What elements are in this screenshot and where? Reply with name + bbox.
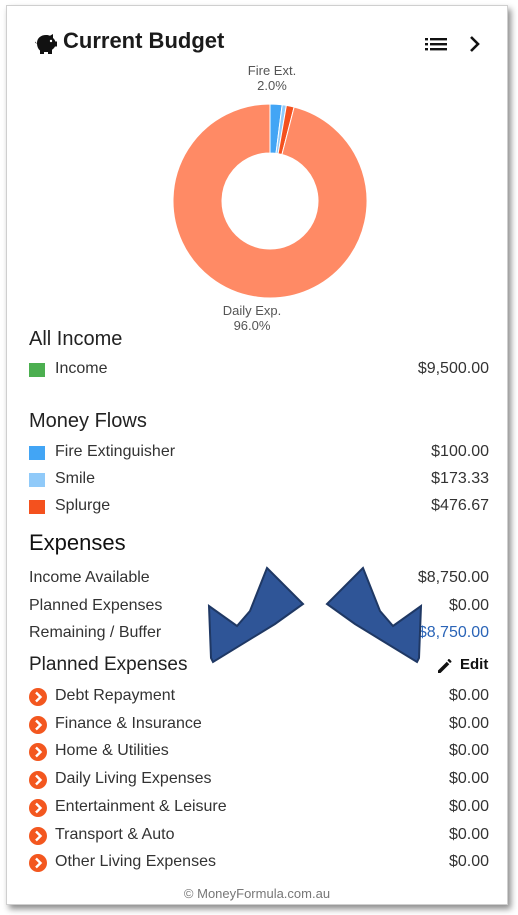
chevron-right-circle-icon[interactable]: [29, 771, 47, 790]
flow-name: Fire Extinguisher: [55, 443, 176, 460]
planned-expense-row[interactable]: Other Living Expenses $0.00: [29, 852, 489, 876]
planned-expense-value: $0.00: [448, 853, 489, 871]
piggy-bank-icon: [33, 32, 59, 56]
list-icon[interactable]: [425, 34, 449, 54]
expense-name: Planned Expenses: [29, 597, 163, 614]
planned-expense-row[interactable]: Entertainment & Leisure $0.00: [29, 797, 489, 821]
expense-name: Income Available: [29, 569, 150, 586]
flow-value: $476.67: [431, 497, 489, 514]
planned-expense-name: Transport & Auto: [55, 825, 175, 843]
planned-expense-row[interactable]: Transport & Auto $0.00: [29, 825, 489, 849]
planned-expense-name: Other Living Expenses: [55, 853, 216, 871]
expense-row-income-available: Income Available $8,750.00: [29, 568, 489, 592]
expense-value[interactable]: $8,750.00: [417, 624, 489, 641]
donut-slice-daily-exp: [172, 103, 368, 299]
pencil-icon: [438, 659, 452, 673]
expense-row-planned-expenses: Planned Expenses $0.00: [29, 596, 489, 620]
chevron-right-circle-icon[interactable]: [29, 743, 47, 762]
chart-label-fire-ext-pct: 2.0%: [257, 78, 287, 93]
flow-row-fire-extinguisher: Fire Extinguisher $100.00: [29, 442, 489, 466]
chart-label-daily-exp-name: Daily Exp.: [222, 303, 282, 318]
budget-card: Current Budget Fire Ext. 2.0% Daily Exp.…: [6, 5, 508, 905]
flow-value: $100.00: [431, 443, 489, 460]
flow-swatch: [29, 446, 45, 460]
flow-row-splurge: Splurge $476.67: [29, 496, 489, 520]
arrow-pointer-right: [325, 566, 423, 664]
chevron-right-circle-icon[interactable]: [29, 715, 47, 734]
footer-copyright: © MoneyFormula.com.au: [183, 886, 331, 901]
flow-swatch: [29, 500, 45, 514]
planned-expense-value: $0.00: [448, 797, 489, 815]
income-value: $9,500.00: [417, 360, 489, 377]
edit-label: Edit: [460, 656, 489, 673]
planned-expense-value: $0.00: [448, 825, 489, 843]
planned-expense-name: Finance & Insurance: [55, 714, 202, 732]
expense-value: $0.00: [448, 597, 489, 614]
page-title: Current Budget: [63, 28, 225, 53]
planned-expense-name: Home & Utilities: [55, 742, 169, 760]
planned-expense-row[interactable]: Daily Living Expenses $0.00: [29, 769, 489, 793]
planned-expense-value: $0.00: [448, 714, 489, 732]
card-header: Current Budget: [7, 6, 507, 76]
expense-name: Remaining / Buffer: [29, 624, 162, 641]
planned-expense-value: $0.00: [448, 742, 489, 760]
chevron-right-circle-icon[interactable]: [29, 826, 47, 845]
flow-name: Smile: [55, 470, 96, 487]
chevron-right-icon[interactable]: [465, 32, 485, 56]
expense-value: $8,750.00: [417, 569, 489, 586]
chevron-right-circle-icon[interactable]: [29, 798, 47, 817]
planned-expense-row[interactable]: Home & Utilities $0.00: [29, 741, 489, 765]
income-name: Income: [55, 360, 108, 377]
planned-expense-row[interactable]: Finance & Insurance $0.00: [29, 714, 489, 738]
arrow-pointer-left: [207, 566, 305, 664]
planned-expense-name: Debt Repayment: [55, 687, 176, 704]
planned-expense-value: $0.00: [448, 770, 489, 788]
expenses-title: Expenses: [29, 530, 126, 555]
chart-label-daily-exp: Daily Exp. 96.0%: [197, 303, 307, 333]
chevron-right-circle-icon[interactable]: [29, 688, 47, 706]
planned-expenses-title: Planned Expenses: [29, 654, 188, 675]
planned-expense-value: $0.00: [448, 687, 489, 704]
planned-expense-name: Daily Living Expenses: [55, 770, 212, 788]
donut-svg: [172, 103, 368, 299]
chart-label-fire-ext: Fire Ext. 2.0%: [217, 63, 327, 93]
all-income-title: All Income: [29, 328, 123, 350]
chart-label-fire-ext-name: Fire Ext.: [247, 63, 297, 78]
chart-label-daily-exp-pct: 96.0%: [233, 318, 271, 333]
flow-swatch: [29, 473, 45, 487]
planned-expense-name: Entertainment & Leisure: [55, 797, 227, 815]
expense-row-remaining-buffer: Remaining / Buffer $8,750.00: [29, 623, 489, 647]
flow-value: $173.33: [431, 470, 489, 487]
income-row: Income $9,500.00: [29, 359, 489, 383]
flow-name: Splurge: [55, 497, 111, 514]
planned-expense-row[interactable]: Debt Repayment $0.00: [29, 686, 489, 710]
chevron-right-circle-icon[interactable]: [29, 854, 47, 873]
money-flows-title: Money Flows: [29, 410, 147, 432]
income-swatch: [29, 363, 45, 377]
flow-row-smile: Smile $173.33: [29, 469, 489, 493]
budget-donut-chart: Fire Ext. 2.0% Daily Exp. 96.0%: [157, 61, 377, 341]
